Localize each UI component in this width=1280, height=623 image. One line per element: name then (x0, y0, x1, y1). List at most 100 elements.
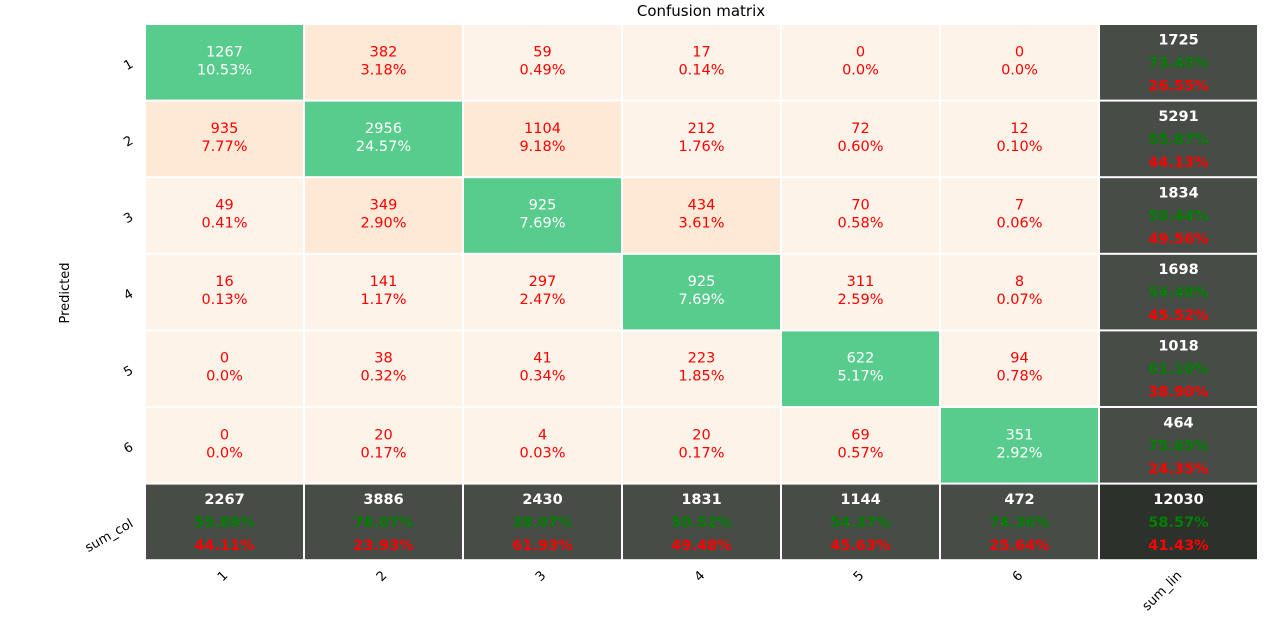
cell-background (305, 254, 462, 330)
matrix-cell: 434 3.61% (623, 178, 780, 253)
summary-total: 472 (1004, 492, 1034, 508)
cell-count: 41 (533, 351, 551, 367)
summary-correct-rate: 50.44% (1148, 209, 1209, 225)
cell-count: 94 (1010, 351, 1028, 367)
chart-title: Confusion matrix (637, 2, 765, 20)
matrix-cell: 1698 54.48% 45.52% (1100, 254, 1257, 330)
cell-background (941, 101, 1098, 177)
summary-correct-rate: 55.87% (1148, 132, 1209, 148)
summary-total: 1018 (1158, 339, 1198, 355)
summary-correct-rate: 75.65% (1148, 438, 1209, 454)
matrix-cell: 12 0.10% (941, 101, 1098, 177)
cell-count: 17 (692, 44, 710, 60)
cell-count: 38 (374, 351, 392, 367)
cell-background (941, 254, 1098, 330)
cell-background (305, 178, 462, 253)
cell-percentage: 0.41% (201, 216, 247, 232)
matrix-cell: 925 7.69% (464, 178, 621, 253)
matrix-cell: 20 0.17% (305, 408, 462, 483)
summary-total: 5291 (1158, 109, 1198, 125)
summary-total: 2430 (522, 492, 562, 508)
summary-error-rate: 45.63% (830, 538, 891, 554)
y-axis-label: Predicted (58, 262, 73, 323)
cell-background (1100, 178, 1257, 253)
matrix-cell: 1834 50.44% 49.56% (1100, 178, 1257, 253)
summary-correct-rate: 61.10% (1148, 362, 1209, 378)
cell-background (305, 331, 462, 406)
cell-count: 8 (1015, 274, 1024, 290)
x-tick-label: 6 (1010, 568, 1026, 584)
matrix-cell: 12030 58.57% 41.43% (1100, 484, 1257, 560)
cell-count: 1267 (206, 44, 243, 60)
cell-percentage: 10.53% (197, 62, 252, 78)
matrix-cell: 349 2.90% (305, 178, 462, 253)
cell-background (464, 101, 621, 177)
cell-count: 0 (220, 351, 229, 367)
cell-background (1100, 101, 1257, 177)
cell-background (146, 484, 303, 560)
cell-background (623, 178, 780, 253)
cell-percentage: 0.0% (1001, 62, 1038, 78)
cell-background (941, 178, 1098, 253)
cell-background (782, 178, 939, 253)
cell-count: 382 (370, 44, 398, 60)
cell-percentage: 0.60% (837, 139, 883, 155)
summary-correct-rate: 54.37% (830, 515, 891, 531)
cell-percentage: 2.59% (837, 292, 883, 308)
cell-percentage: 0.14% (678, 62, 724, 78)
y-tick-label: sum_col (83, 516, 136, 555)
matrix-cell: 8 0.07% (941, 254, 1098, 330)
summary-error-rate: 44.13% (1148, 155, 1209, 171)
cell-background (623, 408, 780, 483)
cell-count: 72 (851, 121, 869, 137)
summary-error-rate: 23.93% (353, 538, 414, 554)
cell-background (623, 331, 780, 406)
cell-percentage: 1.17% (360, 292, 406, 308)
cell-count: 311 (847, 274, 875, 290)
cell-count: 0 (856, 44, 865, 60)
cell-count: 0 (1015, 44, 1024, 60)
cell-count: 2956 (365, 121, 402, 137)
matrix-cell: 622 5.17% (782, 331, 939, 406)
x-tick-label: 4 (692, 568, 708, 584)
cell-background (146, 254, 303, 330)
cell-percentage: 0.49% (519, 62, 565, 78)
cell-background (941, 408, 1098, 483)
matrix-cell: 5291 55.87% 44.13% (1100, 101, 1257, 177)
cell-percentage: 0.34% (519, 369, 565, 385)
cell-background (464, 331, 621, 406)
matrix-cell: 16 0.13% (146, 254, 303, 330)
matrix-cell: 59 0.49% (464, 25, 621, 100)
cell-percentage: 5.17% (837, 369, 883, 385)
cell-count: 59 (533, 44, 551, 60)
cell-percentage: 0.78% (996, 369, 1042, 385)
cell-background (782, 254, 939, 330)
cell-background (305, 484, 462, 560)
matrix-cell: 69 0.57% (782, 408, 939, 483)
matrix-cell: 7 0.06% (941, 178, 1098, 253)
cell-background (623, 484, 780, 560)
cell-percentage: 3.61% (678, 216, 724, 232)
summary-total: 1144 (840, 492, 880, 508)
matrix-cell: 17 0.14% (623, 25, 780, 100)
cell-percentage: 0.10% (996, 139, 1042, 155)
summary-correct-rate: 74.36% (989, 515, 1050, 531)
matrix-cell: 1267 10.53% (146, 25, 303, 100)
y-tick-label: 3 (121, 210, 136, 227)
cell-background (1100, 25, 1257, 100)
matrix-cell: 351 2.92% (941, 408, 1098, 483)
matrix-cell: 20 0.17% (623, 408, 780, 483)
cell-percentage: 0.0% (206, 445, 243, 461)
cell-count: 1104 (524, 121, 561, 137)
matrix-cell: 3886 76.07% 23.93% (305, 484, 462, 560)
cell-count: 212 (688, 121, 716, 137)
cell-background (305, 25, 462, 100)
cell-background (941, 484, 1098, 560)
cell-percentage: 0.0% (842, 62, 879, 78)
matrix-cell: 2956 24.57% (305, 101, 462, 177)
cell-count: 223 (688, 351, 716, 367)
cell-percentage: 7.77% (201, 139, 247, 155)
x-tick-label: 2 (374, 568, 390, 584)
cell-background (782, 408, 939, 483)
summary-error-rate: 25.64% (989, 538, 1050, 554)
